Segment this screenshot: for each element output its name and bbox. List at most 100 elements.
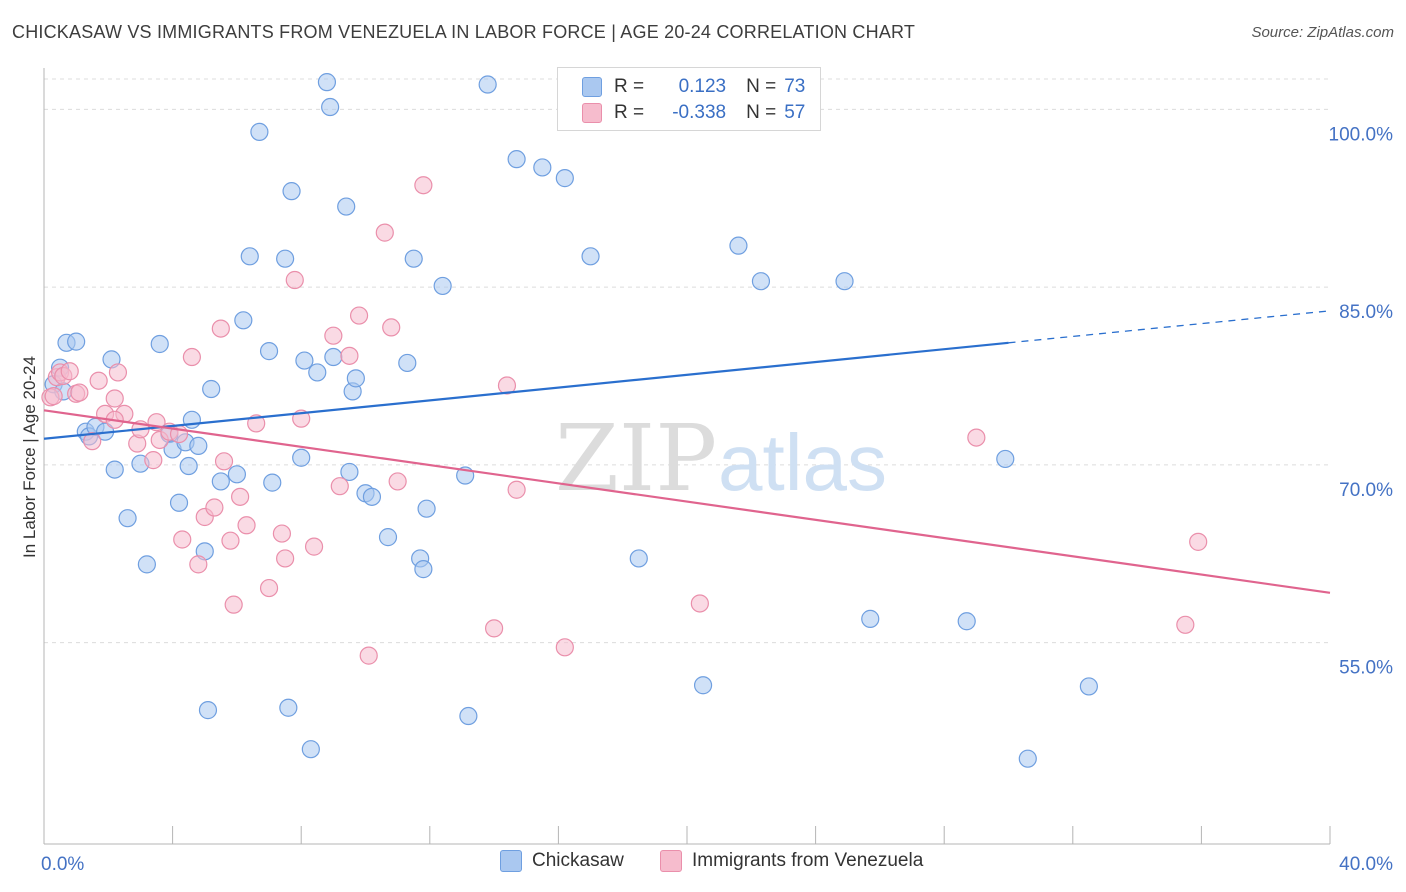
point-chickasaw: [279, 698, 298, 717]
point-chickasaw: [459, 706, 478, 726]
point-venezuela: [485, 619, 504, 638]
point-chickasaw: [346, 369, 365, 388]
legend-label-chickasaw: Chickasaw: [532, 850, 624, 871]
point-chickasaw: [150, 334, 169, 354]
point-venezuela: [44, 387, 63, 406]
y-axis-label: In Labor Force | Age 20-24: [20, 356, 39, 558]
trend-line-venezuela: [43, 409, 1331, 594]
legend-n-label: N =: [746, 102, 777, 123]
point-venezuela: [967, 428, 986, 447]
point-venezuela: [224, 595, 243, 614]
point-venezuela: [285, 270, 304, 290]
point-chickasaw: [417, 499, 436, 518]
point-venezuela: [89, 371, 108, 390]
point-venezuela: [144, 451, 163, 470]
point-chickasaw: [308, 363, 327, 382]
trend-line-chickasaw: [43, 341, 1009, 440]
point-chickasaw: [202, 379, 221, 399]
point-chickasaw: [189, 436, 208, 455]
point-chickasaw: [259, 342, 279, 361]
point-venezuela: [555, 638, 574, 657]
point-chickasaw: [276, 249, 295, 268]
point-chickasaw: [861, 609, 880, 628]
point-chickasaw: [317, 73, 337, 92]
point-venezuela: [237, 516, 256, 535]
point-venezuela: [173, 530, 192, 549]
legend-label-venezuela: Immigrants from Venezuela: [692, 850, 924, 871]
legend-swatch-blue: [582, 77, 602, 97]
point-chickasaw: [324, 347, 343, 367]
axes-layer: [43, 68, 1331, 845]
point-chickasaw: [301, 740, 320, 759]
point-venezuela: [70, 383, 89, 402]
point-chickasaw: [629, 549, 648, 568]
watermark-zip: ZIP: [555, 405, 717, 512]
legend-item-venezuela[interactable]: Immigrants from Venezuela: [660, 850, 923, 872]
legend-n-value: 73: [784, 76, 806, 97]
point-chickasaw: [478, 75, 497, 94]
point-chickasaw: [182, 410, 201, 429]
point-venezuela: [349, 306, 369, 325]
point-chickasaw: [240, 247, 259, 266]
point-chickasaw: [581, 247, 600, 266]
legend-r-value: -0.338: [672, 102, 727, 123]
point-venezuela: [259, 578, 279, 598]
series-legend: Chickasaw Immigrants from Venezuela: [0, 850, 1406, 878]
legend-row-venezuela: R = -0.338 N = 57: [582, 101, 805, 125]
point-chickasaw: [292, 448, 311, 467]
point-venezuela: [330, 477, 349, 496]
point-venezuela: [108, 363, 128, 382]
point-venezuela: [382, 318, 401, 337]
point-venezuela: [690, 594, 709, 613]
point-chickasaw: [362, 487, 382, 506]
legend-n-label: N =: [746, 76, 777, 97]
watermark: ZIP atlas: [555, 405, 887, 512]
point-chickasaw: [433, 276, 452, 296]
legend-row-chickasaw: R = 0.123 N = 73: [582, 75, 805, 99]
point-chickasaw: [507, 150, 526, 169]
point-chickasaw: [169, 493, 189, 512]
point-venezuela: [231, 487, 250, 506]
point-chickasaw: [67, 332, 86, 351]
legend-swatch-pink: [582, 103, 602, 123]
point-chickasaw: [729, 236, 748, 255]
point-venezuela: [507, 480, 526, 499]
point-chickasaw: [404, 249, 423, 268]
point-venezuela: [497, 376, 517, 395]
legend-r-value: 0.123: [678, 76, 727, 97]
point-venezuela: [1189, 532, 1208, 551]
point-chickasaw: [996, 449, 1015, 469]
point-venezuela: [388, 472, 407, 491]
point-chickasaw: [378, 528, 398, 547]
y-tick-label: 70.0%: [1339, 480, 1393, 501]
point-venezuela: [375, 223, 394, 242]
point-chickasaw: [211, 472, 230, 491]
point-chickasaw: [198, 701, 218, 720]
trend-layer: [43, 310, 1331, 594]
point-chickasaw: [398, 353, 417, 373]
point-chickasaw: [751, 272, 771, 291]
point-chickasaw: [118, 509, 137, 528]
point-chickasaw: [1018, 749, 1037, 768]
point-chickasaw: [263, 473, 282, 492]
point-chickasaw: [105, 460, 124, 479]
point-venezuela: [340, 346, 359, 365]
point-venezuela: [1176, 615, 1195, 634]
chart-title: CHICKASAW VS IMMIGRANTS FROM VENEZUELA I…: [12, 22, 916, 42]
legend-item-chickasaw[interactable]: Chickasaw: [500, 850, 624, 872]
point-venezuela: [205, 498, 224, 517]
x-tick-label: 40.0%: [1339, 854, 1393, 875]
point-venezuela: [221, 531, 240, 550]
point-venezuela: [414, 176, 433, 195]
point-chickasaw: [179, 456, 198, 476]
point-chickasaw: [693, 676, 713, 695]
point-venezuela: [276, 549, 295, 568]
point-chickasaw: [414, 560, 433, 579]
point-chickasaw: [137, 555, 156, 574]
trend-line-chickasaw-extension: [1008, 310, 1331, 344]
point-venezuela: [189, 555, 208, 574]
point-chickasaw: [250, 122, 269, 142]
point-chickasaw: [337, 197, 356, 216]
legend-n-value: 57: [784, 102, 806, 123]
